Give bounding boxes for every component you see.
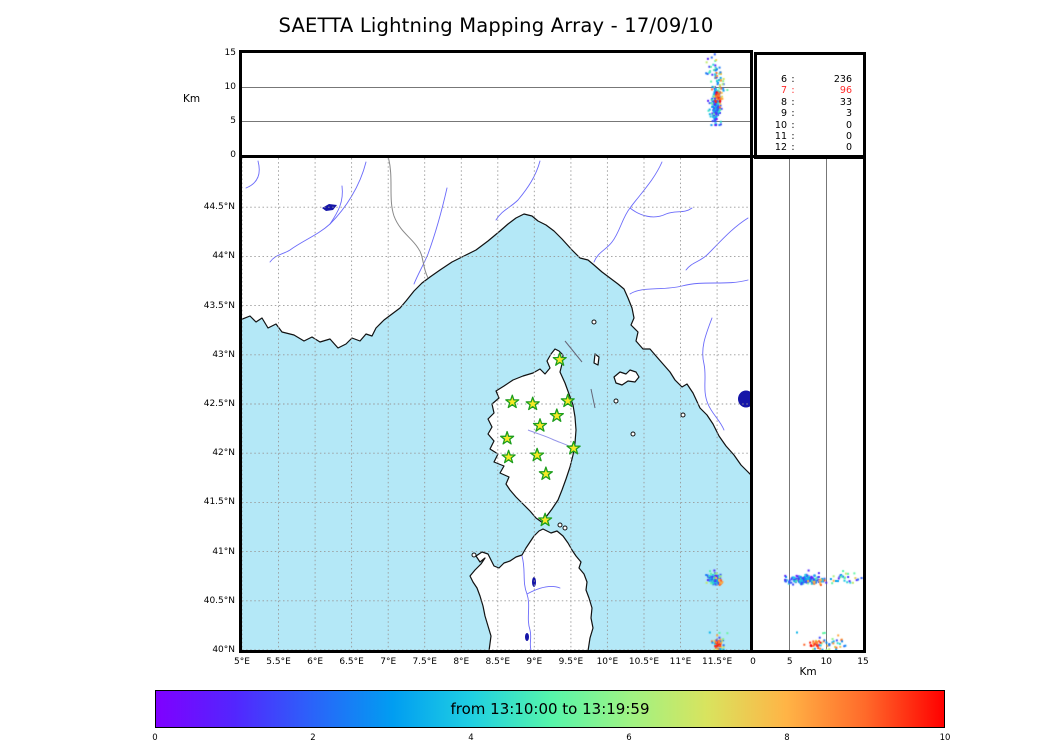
lat-tick: 44.5°N <box>203 202 235 213</box>
top-ytick: 15 <box>224 48 236 58</box>
top-ytick: 0 <box>230 150 236 160</box>
lon-tick: 10.5°E <box>628 657 660 667</box>
top-ytick: 10 <box>224 82 236 92</box>
lat-tick: 40.5°N <box>203 595 235 606</box>
lon-tick: 8°E <box>453 657 470 667</box>
lon-tick: 7°E <box>380 657 397 667</box>
lat-tick: 43.5°N <box>203 300 235 311</box>
colorbar-tick: 6 <box>626 733 632 743</box>
lon-tick: 5.5°E <box>266 657 291 667</box>
colorbar-tick: 8 <box>784 733 790 743</box>
scatter-layer-right <box>753 158 863 650</box>
lon-tick: 9.5°E <box>558 657 584 667</box>
altitude-axis-label-bottom: Km <box>799 666 817 678</box>
altitude-axis-label: Km <box>183 93 201 105</box>
scatter-layer-top <box>242 53 750 155</box>
lat-tick: 43°N <box>212 349 235 360</box>
figure-title: SAETTA Lightning Mapping Array - 17/09/1… <box>278 14 714 37</box>
right-xtick: 0 <box>750 657 756 667</box>
lat-tick: 44°N <box>212 251 235 262</box>
right-xtick: 5 <box>786 657 793 667</box>
right-xtick: 15 <box>857 657 869 667</box>
colorbar-tick: 4 <box>468 733 474 743</box>
lat-tick: 41.5°N <box>203 497 235 508</box>
lat-tick: 42.5°N <box>203 399 235 409</box>
stats-row: 8:33 <box>780 96 852 108</box>
time-colorbar: from 13:10:00 to 13:19:59 <box>155 690 945 728</box>
lon-tick: 6°E <box>307 657 324 667</box>
stats-row: 9:3 <box>780 108 852 120</box>
colorbar-label: from 13:10:00 to 13:19:59 <box>450 700 650 718</box>
stats-row: 12:0 <box>774 142 852 154</box>
colorbar-tick: 2 <box>310 733 316 743</box>
stats-row: 7:96 <box>780 85 852 97</box>
scatter-layer-map <box>242 158 750 650</box>
right-xtick: 10 <box>820 657 833 667</box>
altitude-latitude-panel <box>753 158 863 650</box>
lon-tick: 6.5°E <box>339 657 364 667</box>
map-panel <box>242 158 750 650</box>
altitude-longitude-panel <box>242 53 750 155</box>
lat-tick: 40°N <box>212 645 235 655</box>
stats-row: 6:236 <box>780 74 852 85</box>
lon-tick: 11.5°E <box>701 657 733 667</box>
lon-tick: 11°E <box>669 657 692 667</box>
station-stats-panel: 6:236 7:96 8:33 9:3 10:0 11:0 12:0 <box>757 55 863 156</box>
lon-tick: 10°E <box>596 657 619 667</box>
lon-tick: 5°E <box>234 657 250 667</box>
lat-tick: 41°N <box>212 546 235 557</box>
stats-row: 10:0 <box>774 119 852 131</box>
colorbar-tick: 0 <box>152 733 158 743</box>
lat-tick: 42°N <box>212 448 235 459</box>
top-ytick: 5 <box>230 116 236 126</box>
lon-tick: 8.5°E <box>485 657 511 667</box>
stats-row: 11:0 <box>774 131 852 143</box>
lon-tick: 9°E <box>526 657 543 667</box>
colorbar-tick: 10 <box>939 733 951 743</box>
lon-tick: 7.5°E <box>412 657 437 667</box>
